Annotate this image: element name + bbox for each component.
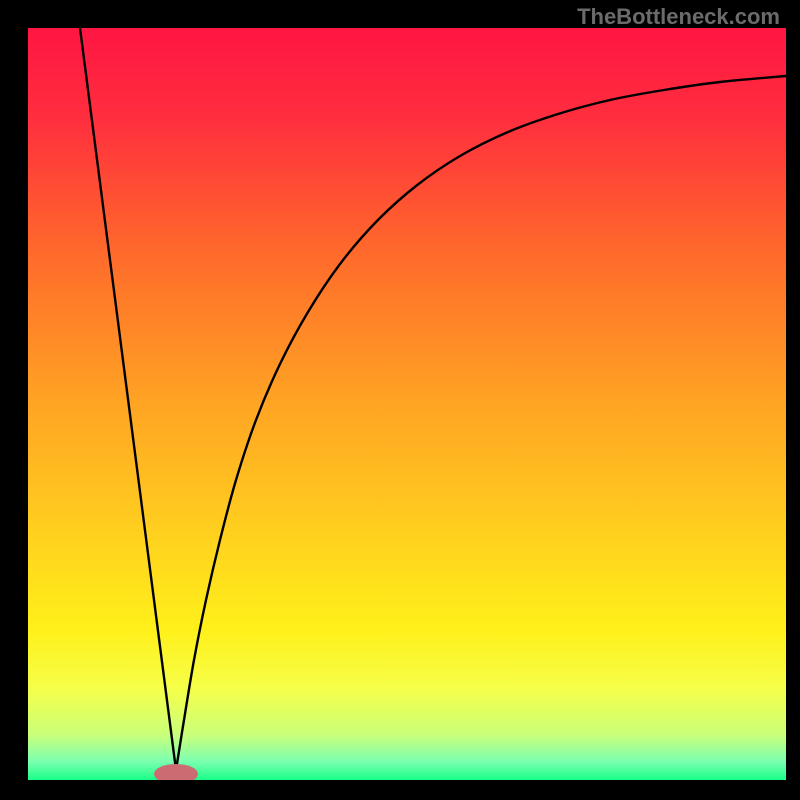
bottleneck-chart <box>0 0 800 800</box>
chart-root: { "watermark": { "text": "TheBottleneck.… <box>0 0 800 800</box>
watermark-text: TheBottleneck.com <box>577 4 780 30</box>
plot-background <box>28 28 786 780</box>
